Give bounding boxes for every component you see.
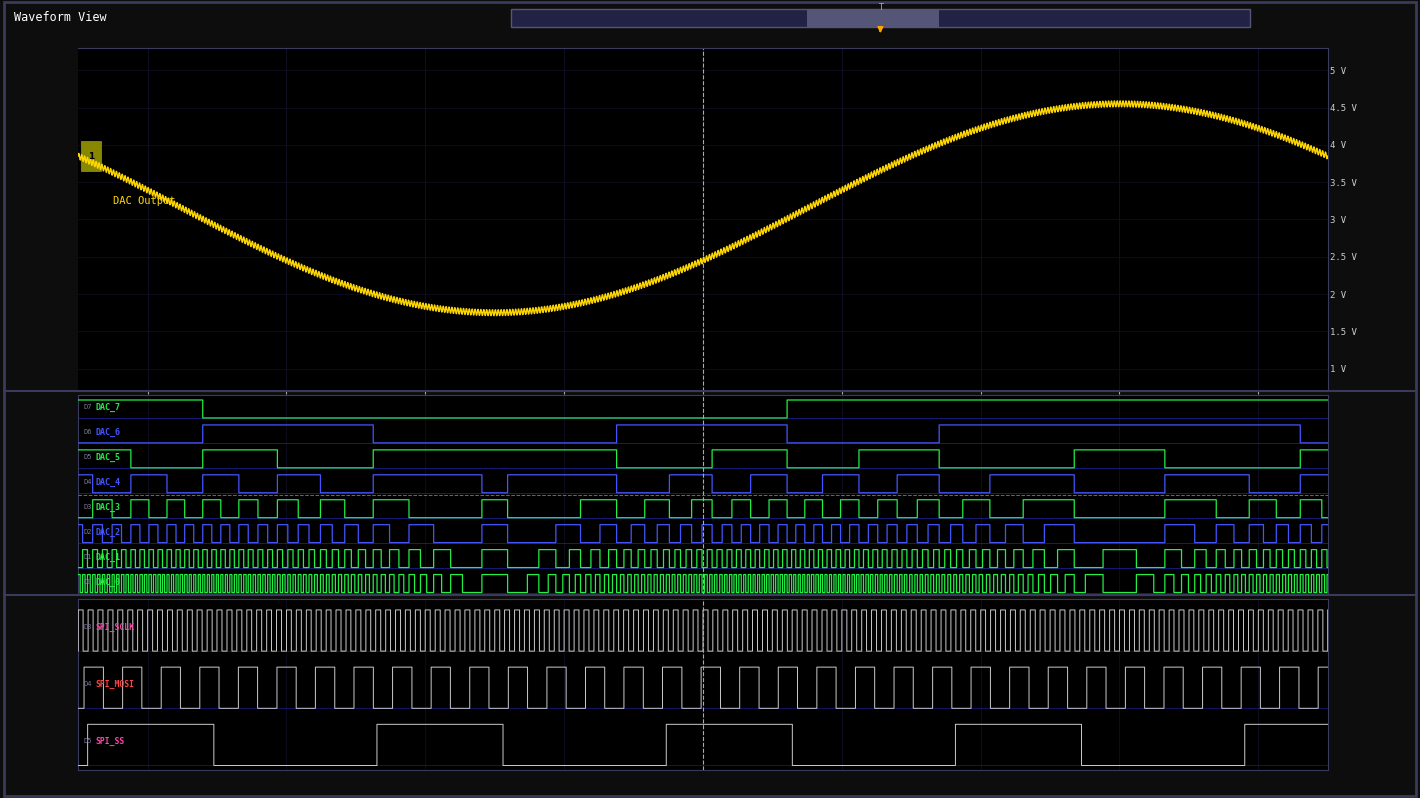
Text: D0: D0 (84, 579, 92, 585)
Text: D3: D3 (84, 504, 92, 510)
Text: D3: D3 (84, 624, 92, 630)
Text: D4: D4 (84, 480, 92, 485)
FancyBboxPatch shape (81, 141, 101, 171)
Text: T: T (878, 3, 883, 12)
Text: DAC_3: DAC_3 (95, 503, 121, 512)
Text: D4: D4 (84, 681, 92, 687)
Text: D5: D5 (84, 738, 92, 745)
Text: DAC_1: DAC_1 (95, 552, 121, 562)
Text: Waveform View: Waveform View (14, 11, 106, 25)
Text: D1: D1 (84, 554, 92, 560)
Text: D5: D5 (84, 454, 92, 460)
Text: SPI_MOSI: SPI_MOSI (95, 680, 135, 689)
Text: D6: D6 (84, 429, 92, 436)
Text: DAC Output: DAC Output (112, 196, 175, 206)
Text: DAC_0: DAC_0 (95, 578, 121, 587)
Text: DAC_4: DAC_4 (95, 478, 121, 487)
Text: DAC_6: DAC_6 (95, 428, 121, 437)
Text: D2: D2 (84, 529, 92, 535)
Text: D7: D7 (84, 405, 92, 410)
Text: DAC_5: DAC_5 (95, 452, 121, 462)
Bar (807, 9, 940, 27)
Text: DAC_7: DAC_7 (95, 403, 121, 412)
Text: SPI_SCLK: SPI_SCLK (95, 622, 135, 632)
Text: DAC_2: DAC_2 (95, 527, 121, 537)
Bar (511, 9, 1250, 27)
Text: 1: 1 (88, 152, 94, 160)
Text: SPI_SS: SPI_SS (95, 737, 125, 746)
